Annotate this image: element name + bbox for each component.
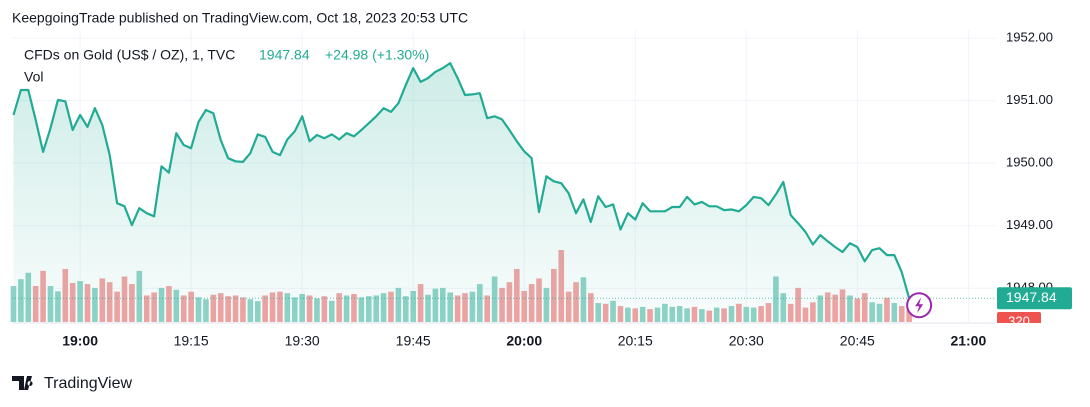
x-tick-label: 20:45 bbox=[840, 333, 875, 349]
y-tick-label: 1952.00 bbox=[1006, 30, 1053, 45]
price-last-label: 1947.84 bbox=[1006, 289, 1057, 305]
legend-change: +24.98 (+1.30%) bbox=[325, 47, 429, 63]
legend-title: CFDs on Gold (US$ / OZ), 1, TVC bbox=[24, 47, 235, 63]
x-tick-label: 19:30 bbox=[285, 333, 320, 349]
volume-bar bbox=[906, 309, 912, 322]
volume-legend: Vol bbox=[24, 69, 43, 85]
footer-brand: TradingView bbox=[44, 375, 132, 392]
y-tick-label: 1951.00 bbox=[1006, 92, 1053, 107]
x-tick-label: 20:00 bbox=[506, 333, 542, 349]
x-tick-label: 19:45 bbox=[396, 333, 431, 349]
event-icon-bolt bbox=[915, 297, 924, 314]
x-tick-label: 21:00 bbox=[950, 333, 986, 349]
price-label-box bbox=[997, 287, 1072, 310]
price-line bbox=[12, 62, 911, 299]
x-tick-label: 20:30 bbox=[729, 333, 764, 349]
plot-area bbox=[10, 30, 995, 322]
x-tick-label: 19:00 bbox=[62, 333, 98, 349]
header-text: KeepgoingTrade published on TradingView.… bbox=[12, 10, 468, 26]
time-axis-bg bbox=[0, 323, 1090, 358]
y-tick-label: 1949.00 bbox=[1006, 217, 1053, 232]
y-tick-label: 1950.00 bbox=[1006, 155, 1053, 170]
volume-bar bbox=[10, 286, 17, 322]
x-tick-label: 19:15 bbox=[174, 333, 209, 349]
x-tick-label: 20:15 bbox=[618, 333, 653, 349]
price-area bbox=[13, 63, 910, 322]
tradingview-logo bbox=[12, 376, 33, 390]
legend-price: 1947.84 bbox=[259, 47, 310, 63]
